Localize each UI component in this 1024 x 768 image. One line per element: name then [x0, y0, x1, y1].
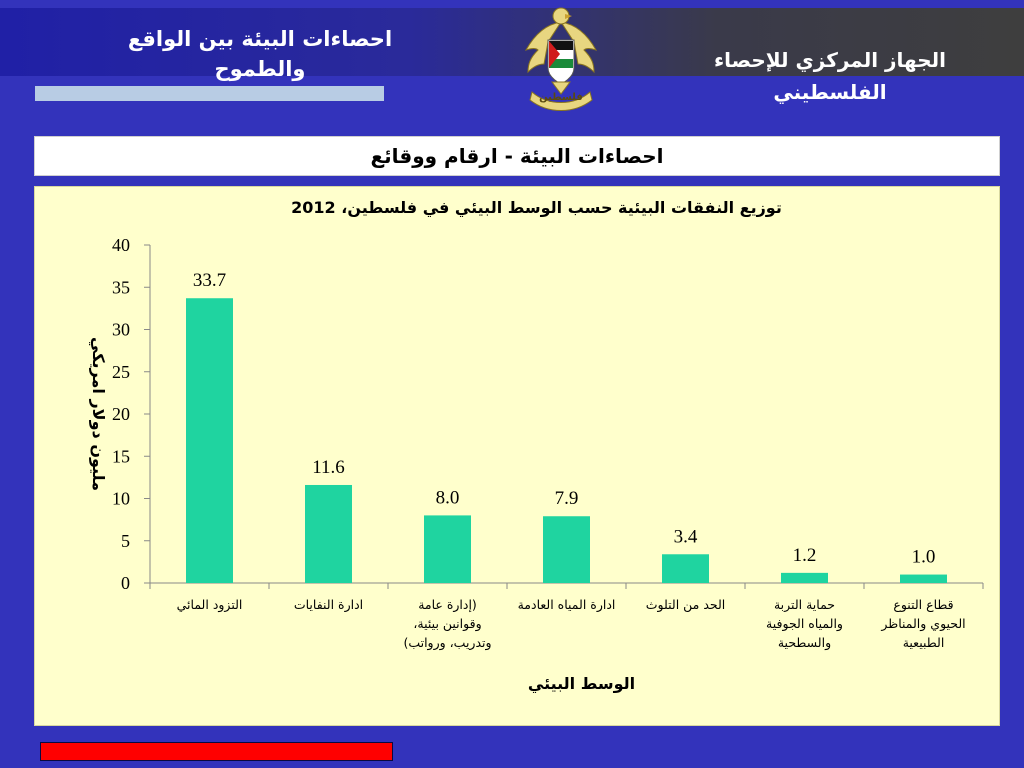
y-tick-label: 15 — [112, 446, 130, 466]
chart-panel: توزيع النفقات البيئية حسب الوسط البيئي ف… — [34, 186, 1000, 726]
bar — [900, 574, 947, 583]
bar — [186, 298, 233, 583]
y-tick-label: 5 — [121, 531, 130, 551]
x-tick-label: وتدريب، ورواتب) — [403, 635, 491, 651]
bar-value-label: 11.6 — [312, 457, 345, 478]
x-tick-label: والمياه الجوفية — [766, 616, 843, 632]
bar — [781, 572, 828, 583]
x-tick-label: حماية التربة — [774, 597, 835, 613]
x-tick-label: وقوانين بيئية، — [413, 616, 481, 632]
emblem-ribbon-text: فلسطين — [539, 92, 583, 103]
x-axis-label: الوسط البيئي — [528, 674, 635, 694]
organization-name: الجهاز المركزي للإحصاء الفلسطيني — [713, 48, 947, 104]
x-tick-label: والسطحية — [778, 635, 831, 651]
x-tick-label: قطاع التنوع — [893, 597, 953, 613]
x-tick-label: الحد من التلوث — [646, 597, 726, 613]
bar-value-label: 3.4 — [674, 526, 698, 547]
subtitle-bar: احصاءات البيئة - ارقام ووقائع — [34, 136, 1000, 176]
slide-subtitle: احصاءات البيئة - ارقام ووقائع — [370, 144, 664, 168]
x-tick-label: الطبيعية — [903, 635, 945, 650]
bar-chart: توزيع النفقات البيئية حسب الوسط البيئي ف… — [88, 198, 984, 694]
bar — [662, 554, 709, 583]
x-tick-label: التزود المائي — [177, 597, 243, 613]
bar-value-label: 1.0 — [912, 547, 936, 568]
y-tick-label: 25 — [112, 362, 130, 382]
bar — [305, 484, 352, 583]
bar-value-label: 33.7 — [193, 270, 226, 291]
presentation-title: احصاءات البيئة بين الواقع والطموح — [127, 27, 393, 81]
y-tick-label: 0 — [121, 573, 130, 593]
y-axis-label: مليون دولار امريكي — [88, 337, 108, 491]
header-bar — [0, 8, 1024, 76]
bar-value-label: 8.0 — [436, 487, 460, 508]
footer-red-bar — [40, 742, 393, 761]
y-tick-label: 10 — [112, 489, 130, 509]
bar — [543, 516, 590, 583]
y-tick-label: 30 — [112, 320, 130, 340]
x-tick-label: (إدارة عامة — [418, 597, 477, 613]
bar — [424, 515, 471, 583]
y-tick-label: 20 — [112, 404, 130, 424]
bar-value-label: 7.9 — [555, 488, 579, 509]
chart-title: توزيع النفقات البيئية حسب الوسط البيئي ف… — [291, 198, 782, 218]
y-tick-label: 40 — [112, 235, 130, 255]
palestine-eagle-emblem-icon — [524, 7, 598, 111]
x-tick-label: الحيوي والمناظر — [880, 616, 965, 632]
x-tick-label: ادارة المياه العادمة — [518, 597, 616, 613]
header-accent — [0, 76, 1024, 84]
y-tick-label: 35 — [112, 277, 130, 297]
title-underline-box — [35, 86, 384, 101]
x-tick-label: ادارة النفايات — [294, 597, 363, 613]
bar-value-label: 1.2 — [793, 545, 817, 566]
